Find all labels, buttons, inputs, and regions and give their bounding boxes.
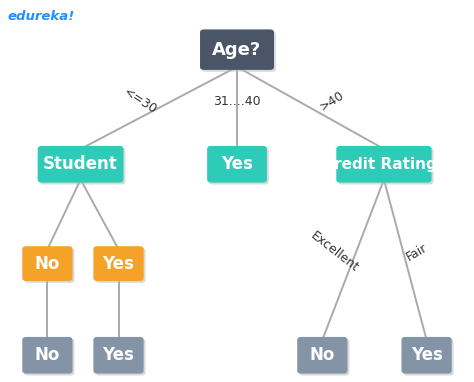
FancyBboxPatch shape [95,339,146,376]
FancyBboxPatch shape [209,148,269,185]
Text: Yes: Yes [410,346,443,364]
Text: Student: Student [43,155,118,173]
FancyBboxPatch shape [338,148,434,185]
FancyBboxPatch shape [200,29,274,70]
Text: Yes: Yes [102,346,135,364]
FancyBboxPatch shape [95,248,146,283]
Text: <=30: <=30 [121,86,159,117]
FancyBboxPatch shape [401,337,452,374]
Text: Age?: Age? [212,40,262,59]
FancyBboxPatch shape [40,148,125,185]
Text: Credit Rating?: Credit Rating? [323,157,445,172]
FancyBboxPatch shape [93,246,144,281]
FancyBboxPatch shape [24,248,74,283]
FancyBboxPatch shape [207,146,267,183]
Text: Excellent: Excellent [308,229,361,275]
Text: Yes: Yes [221,155,253,173]
Text: Yes: Yes [102,254,135,273]
FancyBboxPatch shape [93,337,144,374]
FancyBboxPatch shape [22,246,73,281]
Text: No: No [310,346,335,364]
FancyBboxPatch shape [336,146,432,183]
Text: No: No [35,346,60,364]
Text: Fair: Fair [404,241,430,263]
FancyBboxPatch shape [202,31,276,72]
FancyBboxPatch shape [297,337,347,374]
FancyBboxPatch shape [403,339,454,376]
Text: No: No [35,254,60,273]
FancyBboxPatch shape [22,337,73,374]
Text: 31....40: 31....40 [213,95,261,108]
Text: edureka!: edureka! [7,10,74,23]
FancyBboxPatch shape [24,339,74,376]
FancyBboxPatch shape [38,146,123,183]
Text: >40: >40 [317,89,346,114]
FancyBboxPatch shape [299,339,349,376]
